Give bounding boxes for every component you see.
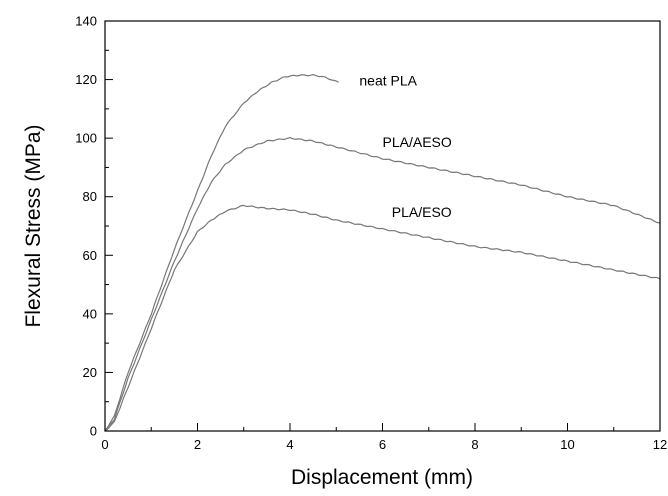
- plot-area-frame: [104, 20, 661, 432]
- x-tick-label: 6: [379, 437, 386, 452]
- y-tick-label: 140: [75, 14, 97, 29]
- y-tick-label: 60: [83, 248, 97, 263]
- x-tick-label: 12: [653, 437, 667, 452]
- y-axis-title: Flexural Stress (MPa): [22, 124, 45, 327]
- x-tick-label: 4: [286, 437, 293, 452]
- y-tick-label: 80: [83, 189, 97, 204]
- series-label-1: PLA/AESO: [383, 134, 452, 150]
- y-tick-label: 20: [83, 365, 97, 380]
- series-label-2: PLA/ESO: [392, 204, 452, 220]
- series-line-0: [104, 74, 339, 432]
- series-label-0: neat PLA: [359, 72, 417, 88]
- x-tick-label: 10: [560, 437, 574, 452]
- series-labels: neat PLA PLA/AESO PLA/ESO: [359, 72, 451, 220]
- series-line-2: [104, 204, 661, 432]
- y-tick-label: 0: [90, 424, 97, 439]
- y-tick-label: 120: [75, 72, 97, 87]
- y-tick-label: 100: [75, 131, 97, 146]
- series-line-1: [104, 137, 661, 432]
- x-tick-label: 0: [101, 437, 108, 452]
- x-tick-label: 2: [194, 437, 201, 452]
- y-tick-label: 40: [83, 306, 97, 321]
- x-axis-title: Displacement (mm): [291, 466, 473, 489]
- x-tick-label: 8: [471, 437, 478, 452]
- series-lines: [104, 74, 661, 432]
